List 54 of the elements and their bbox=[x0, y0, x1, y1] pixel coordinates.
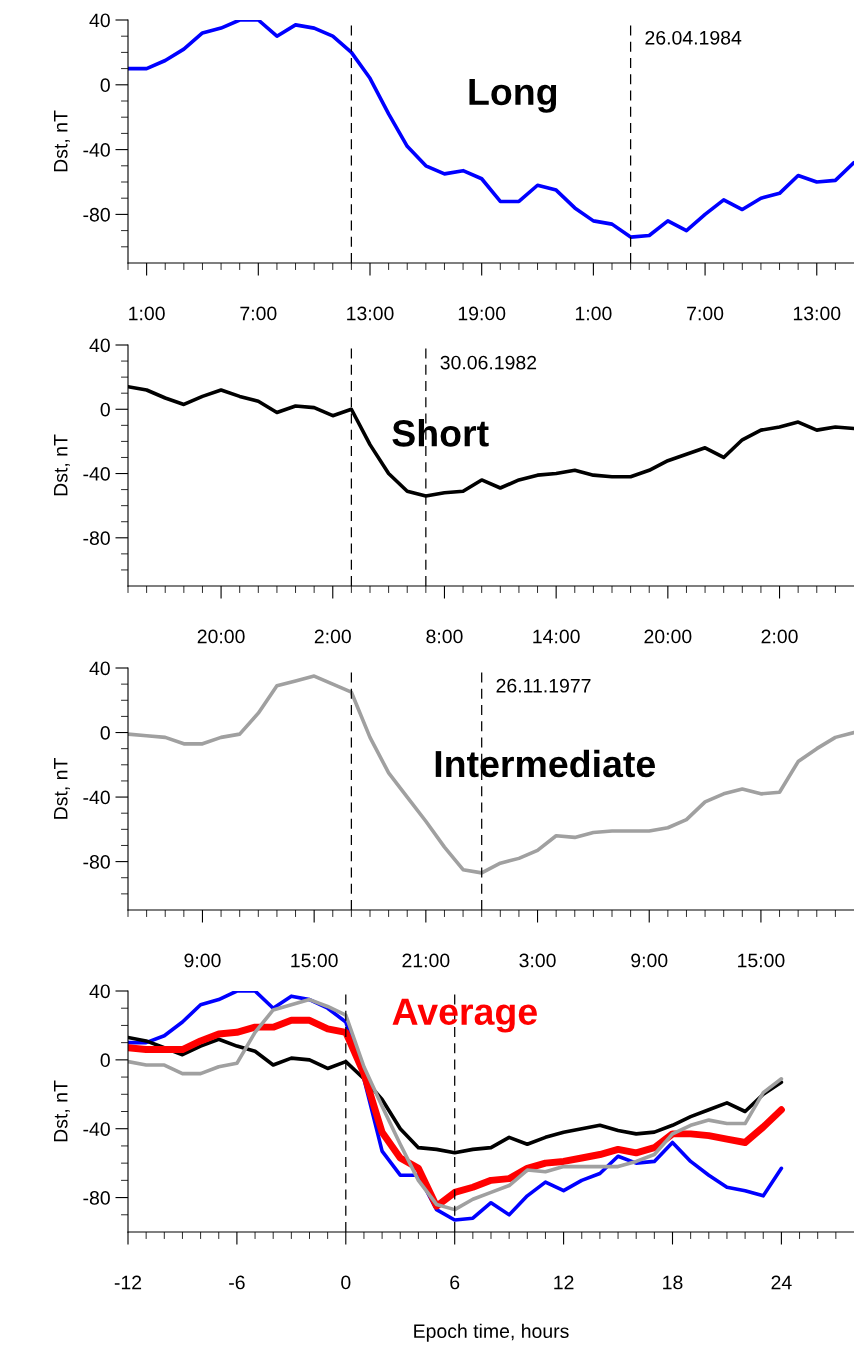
x-tick-label: 18 bbox=[663, 1275, 683, 1290]
ref-line-label: 26.04.1984 bbox=[645, 30, 742, 45]
x-tick-label: 9:00 bbox=[631, 953, 668, 968]
y-tick-label: -80 bbox=[83, 531, 110, 546]
y-tick-label: -80 bbox=[83, 1191, 110, 1205]
y-tick-label: -40 bbox=[83, 1122, 110, 1136]
x-tick-label: 2:00 bbox=[314, 629, 351, 644]
x-tick-label: -12 bbox=[114, 1275, 142, 1290]
y-tick-label: 0 bbox=[100, 1053, 110, 1068]
y-axis-title: Dst, nT bbox=[54, 1080, 70, 1142]
y-tick-label: 40 bbox=[89, 984, 110, 999]
x-tick-label: 13:00 bbox=[793, 306, 841, 321]
y-axis-title: Dst, nT bbox=[54, 110, 70, 172]
x-tick-label: 15:00 bbox=[291, 953, 338, 968]
x-tick-label: 19:00 bbox=[458, 306, 506, 321]
x-tick-label: 14:00 bbox=[533, 629, 580, 644]
x-tick-label: 21:00 bbox=[402, 953, 450, 968]
y-tick-label: 0 bbox=[100, 402, 110, 417]
x-tick-label: 13:00 bbox=[347, 306, 394, 321]
text: Intermediate bbox=[435, 749, 655, 778]
x-tick-label: 2:00 bbox=[761, 629, 798, 644]
y-tick-label: 0 bbox=[100, 78, 110, 93]
x-tick-label: -6 bbox=[229, 1275, 245, 1290]
text: Short bbox=[392, 419, 489, 447]
y-tick-label: -40 bbox=[83, 790, 110, 805]
x-tick-label: 15:00 bbox=[738, 953, 785, 968]
x-tick-label: 0 bbox=[341, 1275, 351, 1290]
x-tick-label: 3:00 bbox=[519, 953, 556, 968]
ref-line-label: 26.11.1977 bbox=[496, 678, 591, 693]
x-tick-label: 9:00 bbox=[184, 953, 221, 968]
x-axis-title: Epoch time, hours bbox=[414, 1323, 569, 1342]
ref-line-label: 30.06.1982 bbox=[440, 355, 537, 370]
x-tick-label: 1:00 bbox=[575, 306, 612, 321]
x-tick-label: 1:00 bbox=[129, 306, 165, 321]
y-axis-title: Dst, nT bbox=[54, 758, 70, 819]
text: Long bbox=[469, 79, 557, 113]
x-tick-label: 24 bbox=[771, 1275, 792, 1290]
y-tick-label: -40 bbox=[83, 467, 110, 481]
x-tick-label: 12 bbox=[554, 1275, 574, 1290]
x-tick-label: 8:00 bbox=[426, 629, 463, 644]
x-tick-label: 20:00 bbox=[644, 629, 692, 644]
y-tick-label: -40 bbox=[83, 143, 110, 157]
x-tick-label: 6 bbox=[450, 1275, 460, 1290]
y-tick-label: 40 bbox=[89, 338, 110, 353]
y-tick-label: 40 bbox=[89, 661, 110, 676]
y-tick-label: 0 bbox=[100, 726, 110, 740]
y-axis-title: Dst, nT bbox=[54, 434, 70, 496]
x-tick-label: 7:00 bbox=[687, 306, 724, 321]
y-tick-label: -80 bbox=[83, 855, 110, 869]
series-label: Average bbox=[392, 998, 537, 1033]
y-tick-label: -80 bbox=[83, 207, 110, 222]
y-tick-label: 40 bbox=[89, 13, 110, 28]
x-tick-label: 20:00 bbox=[197, 629, 245, 644]
x-tick-label: 7:00 bbox=[240, 306, 277, 321]
